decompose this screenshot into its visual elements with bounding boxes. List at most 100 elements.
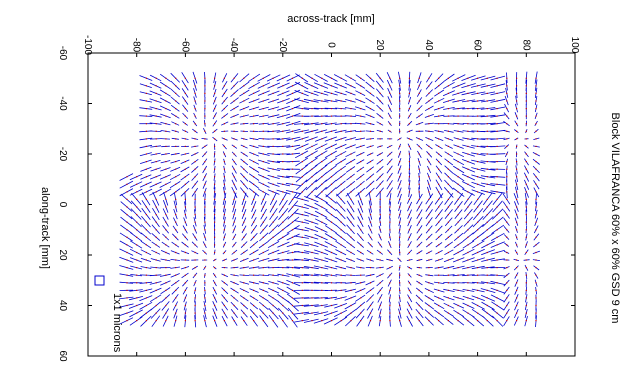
- point: [291, 312, 294, 314]
- point: [457, 77, 459, 79]
- point: [291, 221, 294, 223]
- point: [379, 297, 381, 299]
- point: [360, 168, 362, 170]
- point: [321, 85, 323, 87]
- vector: [314, 122, 328, 126]
- point: [428, 176, 430, 178]
- point: [535, 191, 537, 193]
- point: [136, 191, 138, 193]
- point: [175, 115, 177, 117]
- point: [467, 130, 469, 132]
- point: [223, 191, 225, 193]
- point: [428, 100, 430, 102]
- point: [477, 176, 479, 178]
- point: [379, 221, 381, 223]
- point: [330, 183, 333, 185]
- point: [438, 100, 440, 102]
- point: [379, 320, 381, 322]
- point: [496, 282, 498, 284]
- point: [379, 312, 381, 314]
- point: [155, 259, 157, 261]
- point: [145, 191, 147, 193]
- point: [282, 267, 284, 269]
- point: [291, 274, 294, 276]
- point: [155, 282, 157, 284]
- point: [535, 304, 537, 307]
- point: [321, 274, 323, 276]
- point: [486, 92, 488, 94]
- point: [311, 100, 313, 102]
- point: [535, 77, 537, 79]
- point: [399, 191, 401, 193]
- point: [486, 251, 488, 254]
- point: [350, 229, 352, 231]
- vector: [286, 74, 300, 82]
- vector: [119, 310, 134, 317]
- vector: [293, 297, 310, 299]
- point: [340, 168, 342, 170]
- point: [496, 304, 498, 307]
- point: [506, 153, 508, 155]
- point: [486, 229, 488, 231]
- point: [428, 282, 430, 284]
- point: [311, 297, 313, 299]
- point: [282, 145, 284, 147]
- vector: [286, 136, 301, 141]
- point: [165, 108, 167, 110]
- point: [272, 183, 274, 185]
- point: [350, 304, 352, 307]
- vector: [257, 74, 271, 82]
- x-tick-label: 40: [423, 39, 434, 51]
- point: [253, 138, 255, 140]
- point: [477, 304, 479, 307]
- vector: [461, 83, 476, 89]
- point: [399, 77, 401, 79]
- point: [214, 274, 216, 276]
- point: [447, 312, 449, 314]
- point: [399, 320, 401, 322]
- point: [165, 176, 167, 178]
- point: [535, 130, 537, 132]
- point: [506, 320, 508, 322]
- point: [301, 130, 303, 132]
- point: [418, 176, 420, 178]
- point: [506, 289, 508, 291]
- point: [194, 198, 196, 200]
- point: [233, 183, 235, 185]
- point: [369, 100, 372, 102]
- point: [282, 229, 284, 231]
- point: [408, 176, 410, 178]
- vector: [452, 107, 465, 110]
- point: [496, 115, 498, 117]
- point: [350, 244, 352, 246]
- point: [291, 214, 294, 216]
- point: [272, 236, 274, 238]
- point: [399, 153, 401, 155]
- point: [525, 77, 527, 79]
- point: [389, 176, 391, 178]
- point: [301, 176, 303, 178]
- point: [145, 267, 147, 269]
- point: [214, 320, 216, 322]
- point: [389, 236, 391, 238]
- point: [136, 297, 138, 299]
- point: [457, 259, 459, 261]
- vector: [139, 295, 153, 302]
- vector: [490, 106, 506, 111]
- tick-marks: [87, 52, 576, 357]
- point: [457, 236, 459, 238]
- point: [525, 259, 527, 261]
- point: [408, 92, 410, 94]
- point: [272, 297, 274, 299]
- vector: [471, 152, 486, 156]
- point: [496, 267, 498, 269]
- vector: [490, 190, 506, 194]
- point: [360, 108, 362, 110]
- point: [535, 100, 537, 102]
- point: [311, 312, 313, 314]
- point: [408, 221, 410, 223]
- vector: [294, 251, 310, 254]
- point: [350, 115, 352, 117]
- vector: [304, 90, 319, 96]
- point: [535, 168, 537, 170]
